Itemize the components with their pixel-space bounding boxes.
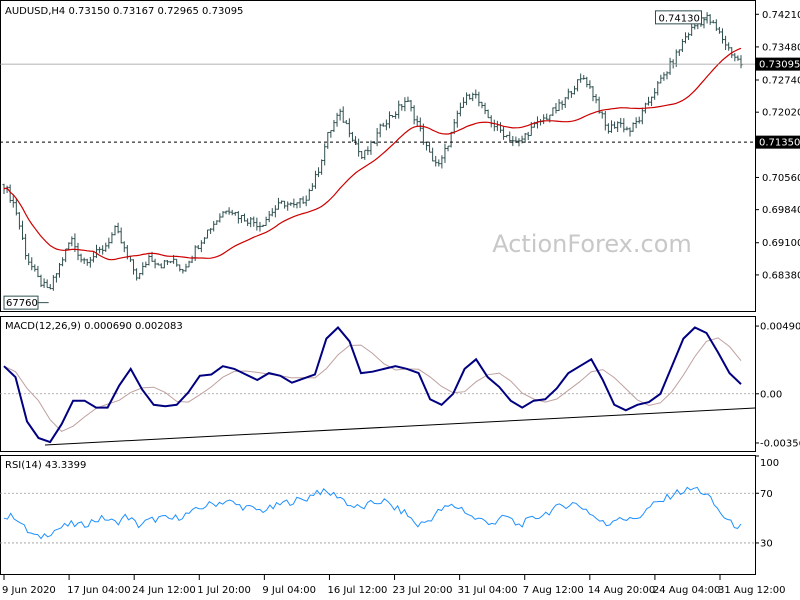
price-header-bg <box>2 3 242 16</box>
macd-header: MACD(12,26,9) 0.000690 0.002083 <box>5 321 183 332</box>
macd-tick-label: 0.00 <box>760 389 782 400</box>
time-tick-label: 17 Jun 04:00 <box>67 585 131 596</box>
rsi-header: RSI(14) 43.3399 <box>5 460 86 471</box>
time-tick-label: 23 Jul 20:00 <box>393 585 453 596</box>
price-bars <box>2 12 743 291</box>
price-watermark: ActionForex.com <box>492 230 692 258</box>
macd-panel-frame <box>0 316 756 452</box>
price-panel: ActionForex.com 0.74210 0.73480 0.72740 0.7… <box>0 0 800 312</box>
macd-axis: 0.004906 0.00 -0.003564 <box>755 322 800 449</box>
macd-panel: 0.004906 0.00 -0.003564 MACD(12,26,9) 0.00… <box>0 316 800 452</box>
price-tick-label: 0.70560 <box>762 173 800 184</box>
price-tick-label: 0.68380 <box>762 270 800 281</box>
high-annotation: 0.74130 <box>655 10 708 25</box>
support-price-tag-box <box>756 135 800 149</box>
time-tick-label: 31 Jul 04:00 <box>458 585 518 596</box>
rsi-axis: 100 70 30 <box>755 455 779 549</box>
time-tick-label: 9 Jun 2020 <box>2 585 56 596</box>
time-tick-label: 14 Aug 20:00 <box>588 585 655 596</box>
rsi-tick-label: 100 <box>760 458 779 469</box>
macd-tick-label: -0.003564 <box>760 438 800 449</box>
time-tick-label: 1 Jul 20:00 <box>197 585 251 596</box>
rsi-tick-label: 70 <box>760 489 773 500</box>
high-label: 0.74130 <box>659 13 700 24</box>
price-tick-label: 0.69100 <box>762 238 800 249</box>
macd-tick-label: 0.004906 <box>760 322 800 333</box>
time-axis: 9 Jun 2020 17 Jun 04:00 24 Jun 12:00 1 Jul … <box>2 575 785 596</box>
current-price-tag: 0.73095 <box>756 57 800 71</box>
macd-trend-line <box>44 407 756 446</box>
price-header: AUDUSD,H4 0.73150 0.73167 0.72965 0.7309… <box>5 6 243 17</box>
rsi-line <box>3 486 742 540</box>
support-price-tag-label: 0.71350 <box>759 138 800 149</box>
price-tick-label: 0.72020 <box>762 108 800 119</box>
macd-line <box>3 326 742 444</box>
time-tick-label: 24 Aug 04:00 <box>653 585 720 596</box>
current-price-tag-box <box>756 57 800 71</box>
support-price-tag: 0.71350 <box>756 135 800 149</box>
price-tick-label: 0.69840 <box>762 205 800 216</box>
rsi-panel: 100 70 30 RSI(14) 43.3399 <box>0 455 779 575</box>
low-label: 67760 <box>6 298 38 309</box>
time-tick-label: 31 Aug 12:00 <box>718 585 785 596</box>
price-tick-label: 0.73480 <box>762 42 800 53</box>
price-tick-label: 0.74210 <box>762 10 800 21</box>
rsi-panel-frame <box>0 455 756 575</box>
moving-average-line <box>3 47 742 261</box>
macd-signal-line <box>3 337 742 432</box>
low-annotation: 67760 <box>3 295 49 310</box>
time-tick-label: 16 Jul 12:00 <box>327 585 387 596</box>
rsi-tick-label: 30 <box>760 538 773 549</box>
price-panel-frame <box>0 0 756 312</box>
price-tick-label: 0.72740 <box>762 76 800 87</box>
time-tick-label: 7 Aug 12:00 <box>523 585 584 596</box>
time-tick-label: 24 Jun 12:00 <box>132 585 196 596</box>
current-price-tag-label: 0.73095 <box>759 60 800 71</box>
time-tick-label: 9 Jul 04:00 <box>262 585 316 596</box>
